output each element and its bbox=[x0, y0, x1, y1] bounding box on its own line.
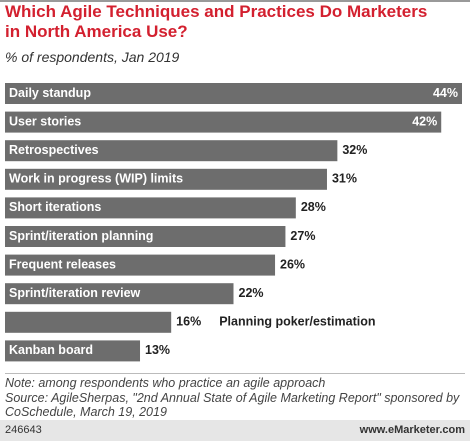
footer-id: 246643 bbox=[5, 424, 42, 436]
chart: 44% Daily standup 42% User stories 32% Retros… bbox=[5, 83, 462, 362]
category-label: Kanban board bbox=[9, 343, 93, 357]
bar bbox=[5, 197, 296, 219]
value-label: 22% bbox=[239, 286, 264, 300]
category-label: Short iterations bbox=[9, 200, 101, 214]
category-label: Frequent releases bbox=[9, 257, 116, 271]
bar bbox=[5, 311, 172, 333]
value-label: 16% bbox=[176, 315, 201, 329]
value-label: 32% bbox=[342, 143, 367, 157]
notes: Note: among respondents who practice an … bbox=[5, 373, 465, 420]
bar bbox=[5, 254, 276, 276]
bar bbox=[5, 168, 327, 190]
value-label: 42% bbox=[412, 114, 437, 128]
bar bbox=[5, 111, 442, 133]
chart-title: Which Agile Techniques and Practices Do … bbox=[5, 2, 428, 41]
value-label: 26% bbox=[280, 257, 305, 271]
bar bbox=[5, 140, 338, 162]
category-label: User stories bbox=[9, 114, 81, 128]
bar bbox=[5, 283, 234, 305]
footer: 246643 www.eMarketer.com bbox=[0, 420, 470, 441]
category-label: Retrospectives bbox=[9, 143, 99, 157]
category-label: Daily standup bbox=[9, 86, 91, 100]
value-label: 44% bbox=[433, 86, 458, 100]
value-label: 13% bbox=[145, 343, 170, 357]
footer-site: www.eMarketer.com bbox=[359, 424, 465, 436]
value-label: 28% bbox=[301, 200, 326, 214]
bar bbox=[5, 340, 141, 362]
value-label: 31% bbox=[332, 172, 357, 186]
note: Note: among respondents who practice an … bbox=[5, 376, 326, 390]
category-label: Sprint/iteration review bbox=[9, 286, 141, 300]
value-label: 27% bbox=[290, 229, 315, 243]
chart-subtitle: % of respondents, Jan 2019 bbox=[5, 49, 180, 65]
top-rule bbox=[0, 0, 470, 2]
bar bbox=[5, 83, 462, 104]
bar bbox=[5, 226, 286, 247]
category-label: Sprint/iteration planning bbox=[9, 229, 153, 243]
category-label: Work in progress (WIP) limits bbox=[9, 172, 183, 186]
category-label: Planning poker/estimation bbox=[219, 315, 375, 329]
source: Source: AgileSherpas, "2nd Annual State … bbox=[5, 390, 460, 420]
